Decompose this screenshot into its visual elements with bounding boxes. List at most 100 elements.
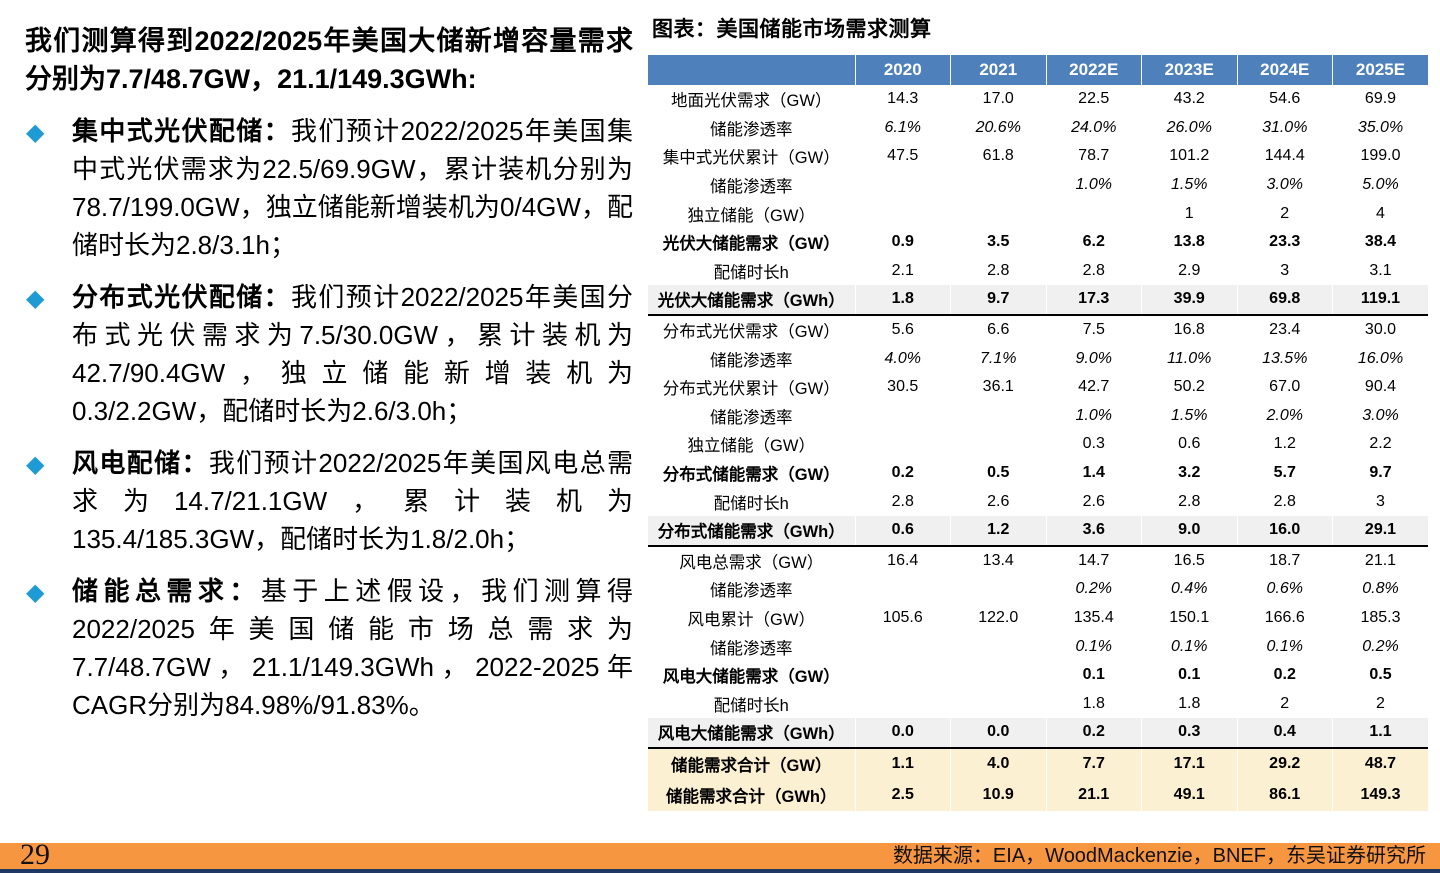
page-number: 29 xyxy=(20,838,50,871)
cell-value xyxy=(855,575,951,604)
cell-value: 135.4 xyxy=(1046,603,1142,633)
cell-value: 0.2% xyxy=(1046,575,1142,604)
row-label: 地面光伏需求（GW） xyxy=(648,85,856,114)
column-header xyxy=(648,55,856,85)
cell-value: 3.0% xyxy=(1237,170,1333,200)
cell-value: 24.0% xyxy=(1046,113,1142,143)
cell-value: 5.0% xyxy=(1362,176,1399,194)
cell-value: 1.0% xyxy=(1046,170,1142,200)
cell-value: 2.8 xyxy=(1237,487,1333,516)
table-row: 储能渗透率 0.2% 0.4% 0.6% 0.8% xyxy=(648,575,1428,604)
cell-value: 0.6 xyxy=(855,515,951,547)
cell-value: 3.1 xyxy=(1369,261,1392,279)
cell-value xyxy=(855,401,951,431)
column-header: 2023E xyxy=(1141,55,1238,85)
cell-value: 2.9 xyxy=(1141,256,1238,286)
cell-value: 0.1 xyxy=(1141,660,1238,690)
table-row: 储能渗透率 1.0% 1.5% 2.0% 3.0% xyxy=(648,401,1428,431)
cell-value: 23.3 xyxy=(1237,227,1333,257)
cell-value: 86.1 xyxy=(1237,779,1333,811)
table-row: 储能渗透率 6.1% 20.6% 24.0% 26.0% 31.0% 35.0% xyxy=(648,113,1428,143)
column-header: 2021 xyxy=(950,55,1047,85)
cell-value: 1.1 xyxy=(1332,718,1428,749)
chart-panel: 图表：美国储能市场需求测算 2020 2021 2022E 2023E 2024E 202… xyxy=(648,13,1428,811)
diamond-bullet-icon: ◆ xyxy=(26,285,45,312)
cell-value: 42.7 xyxy=(1046,372,1142,402)
table-row: 储能需求合计（GWh） 2.5 10.9 21.1 49.1 86.1 149.3 xyxy=(648,779,1428,811)
row-label: 储能渗透率 xyxy=(648,344,856,373)
cell-value: 0.6% xyxy=(1237,575,1333,604)
table-row: 光伏大储能需求（GWh） 1.8 9.7 17.3 39.9 69.8 119.1 xyxy=(648,285,1428,316)
cell-value: 13.5% xyxy=(1237,344,1333,373)
cell-value: 3 xyxy=(1237,256,1333,286)
bullet-title: 集中式光伏配储： xyxy=(72,116,292,146)
row-label: 风电大储能需求（GWh） xyxy=(648,718,856,749)
cell-value: 0.9 xyxy=(855,227,951,257)
cell-value: 4.0 xyxy=(950,747,1047,780)
cell-value: 3.6 xyxy=(1046,515,1142,547)
cell-value: 35.0% xyxy=(1357,118,1404,136)
cell-value: 2 xyxy=(1237,689,1333,719)
cell-value: 199.0 xyxy=(1360,147,1401,165)
cell-value: 54.6 xyxy=(1237,85,1333,114)
cell-value: 1 xyxy=(1141,199,1238,228)
row-label: 配储时长h xyxy=(648,256,856,286)
row-label: 分布式光伏累计（GW） xyxy=(648,372,856,402)
cell-value: 0.5 xyxy=(1369,666,1392,684)
cell-value xyxy=(950,199,1047,228)
table-row: 分布式光伏累计（GW） 30.5 36.1 42.7 50.2 67.0 90.4 xyxy=(648,372,1428,402)
row-label: 储能需求合计（GWh） xyxy=(648,779,856,811)
cell-value: 185.3 xyxy=(1360,608,1401,626)
row-label: 储能渗透率 xyxy=(648,632,856,661)
cell-value: 0.2% xyxy=(1362,637,1399,655)
cell-value: 16.4 xyxy=(855,545,951,576)
cell-value: 5.6 xyxy=(855,314,951,345)
cell-value xyxy=(1046,199,1142,228)
cell-value: 0.2 xyxy=(1237,660,1333,690)
cell-value: 9.0 xyxy=(1141,515,1238,547)
cell-value: 2.2 xyxy=(1369,435,1392,453)
bullet-text: 我们预计2022/2025年美国分布式光伏需求为7.5/30.0GW，累计装机为… xyxy=(72,282,633,426)
cell-value: 50.2 xyxy=(1141,372,1238,402)
cell-value: 1.4 xyxy=(1046,458,1142,488)
cell-value: 0.6 xyxy=(1141,430,1238,459)
row-label: 独立储能（GW） xyxy=(648,199,856,228)
cell-value: 3.2 xyxy=(1141,458,1238,488)
cell-value: 122.0 xyxy=(950,603,1047,633)
cell-value: 101.2 xyxy=(1141,142,1238,171)
cell-value: 150.1 xyxy=(1141,603,1238,633)
cell-value: 0.1 xyxy=(1046,660,1142,690)
cell-value: 29.2 xyxy=(1237,747,1333,780)
cell-value: 67.0 xyxy=(1237,372,1333,402)
cell-value: 21.1 xyxy=(1364,551,1397,569)
cell-value xyxy=(950,660,1047,690)
cell-value: 0.2 xyxy=(855,458,951,488)
cell-value: 0.8% xyxy=(1362,580,1399,598)
cell-value: 0.1% xyxy=(1046,632,1142,661)
table-header-row: 2020 2021 2022E 2023E 2024E 2025E xyxy=(648,55,1428,85)
cell-value: 2.5 xyxy=(855,779,951,811)
table-row: 储能渗透率 0.1% 0.1% 0.1% 0.2% xyxy=(648,632,1428,661)
cell-value: 4.0% xyxy=(855,344,951,373)
cell-value: 1.2 xyxy=(950,515,1047,547)
column-header: 2022E xyxy=(1046,55,1142,85)
bullet-list: ◆ 集中式光伏配储：我们预计2022/2025年美国集中式光伏需求为22.5/69… xyxy=(25,112,633,724)
column-header: 2020 xyxy=(855,55,951,85)
cell-value: 9.7 xyxy=(950,285,1047,316)
bullet-item: ◆ 储能总需求：基于上述假设，我们测算得2022/2025年美国储能市场总需求为7… xyxy=(25,572,633,724)
demand-table: 2020 2021 2022E 2023E 2024E 2025E 地面光伏需求（GW） 1… xyxy=(648,55,1428,811)
table-row: 配储时长h 2.8 2.6 2.6 2.8 2.8 3 xyxy=(648,487,1428,516)
bullet-text: 基于上述假设，我们测算得2022/2025年美国储能市场总需求为7.7/48.7… xyxy=(72,576,633,720)
table-row: 分布式光伏需求（GW） 5.6 6.6 7.5 16.8 23.4 30.0 xyxy=(648,314,1428,345)
table-row: 分布式储能需求（GW） 0.2 0.5 1.4 3.2 5.7 9.7 xyxy=(648,458,1428,488)
row-label: 分布式储能需求（GWh） xyxy=(648,515,856,547)
table-row: 地面光伏需求（GW） 14.3 17.0 22.5 43.2 54.6 69.9 xyxy=(648,85,1428,114)
cell-value: 0.2 xyxy=(1046,718,1142,749)
cell-value: 2.8 xyxy=(1141,487,1238,516)
cell-value: 21.1 xyxy=(1046,779,1142,811)
cell-value: 0.4% xyxy=(1141,575,1238,604)
chart-title: 图表：美国储能市场需求测算 xyxy=(652,18,932,41)
cell-value: 29.1 xyxy=(1332,515,1428,547)
cell-value: 0.3 xyxy=(1046,430,1142,459)
cell-value: 18.7 xyxy=(1237,545,1333,576)
